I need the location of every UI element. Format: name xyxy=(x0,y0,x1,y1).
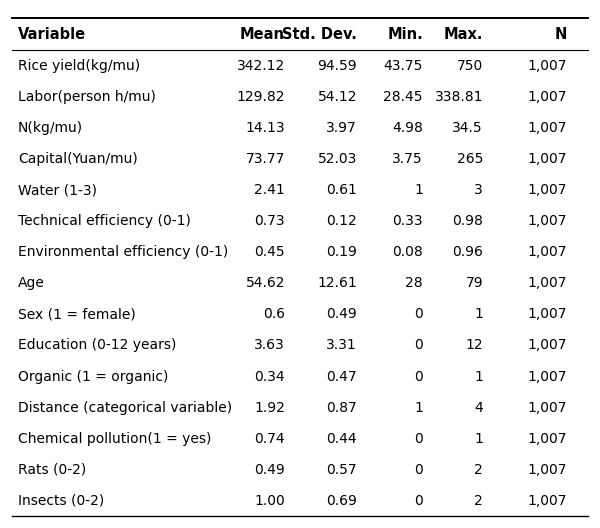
Text: 3: 3 xyxy=(474,183,483,197)
Text: 129.82: 129.82 xyxy=(236,90,285,104)
Text: 342.12: 342.12 xyxy=(237,59,285,73)
Text: Labor(person h/mu): Labor(person h/mu) xyxy=(18,90,156,104)
Text: 0: 0 xyxy=(414,370,423,383)
Text: Insects (0-2): Insects (0-2) xyxy=(18,494,104,508)
Text: 73.77: 73.77 xyxy=(245,152,285,166)
Text: 1,007: 1,007 xyxy=(527,432,567,446)
Text: 0.57: 0.57 xyxy=(326,463,357,477)
Text: 1,007: 1,007 xyxy=(527,401,567,414)
Text: 1.92: 1.92 xyxy=(254,401,285,414)
Text: 14.13: 14.13 xyxy=(245,121,285,135)
Text: 1,007: 1,007 xyxy=(527,276,567,290)
Text: 1,007: 1,007 xyxy=(527,152,567,166)
Text: 0.08: 0.08 xyxy=(392,245,423,259)
Text: 28: 28 xyxy=(406,276,423,290)
Text: Chemical pollution(1 = yes): Chemical pollution(1 = yes) xyxy=(18,432,211,446)
Text: Water (1-3): Water (1-3) xyxy=(18,183,97,197)
Text: 0.98: 0.98 xyxy=(452,214,483,228)
Text: Distance (categorical variable): Distance (categorical variable) xyxy=(18,401,232,414)
Text: 1,007: 1,007 xyxy=(527,463,567,477)
Text: 3.31: 3.31 xyxy=(326,338,357,352)
Text: 79: 79 xyxy=(466,276,483,290)
Text: Min.: Min. xyxy=(387,27,423,42)
Text: Sex (1 = female): Sex (1 = female) xyxy=(18,307,136,322)
Text: 3.63: 3.63 xyxy=(254,338,285,352)
Text: 54.62: 54.62 xyxy=(245,276,285,290)
Text: 1,007: 1,007 xyxy=(527,338,567,352)
Text: 0: 0 xyxy=(414,338,423,352)
Text: 0.74: 0.74 xyxy=(254,432,285,446)
Text: Mean: Mean xyxy=(240,27,285,42)
Text: 0.45: 0.45 xyxy=(254,245,285,259)
Text: 1: 1 xyxy=(474,307,483,322)
Text: 12.61: 12.61 xyxy=(317,276,357,290)
Text: 0.49: 0.49 xyxy=(254,463,285,477)
Text: 43.75: 43.75 xyxy=(383,59,423,73)
Text: 52.03: 52.03 xyxy=(317,152,357,166)
Text: Organic (1 = organic): Organic (1 = organic) xyxy=(18,370,169,383)
Text: Rats (0-2): Rats (0-2) xyxy=(18,463,86,477)
Text: 0: 0 xyxy=(414,463,423,477)
Text: N(kg/mu): N(kg/mu) xyxy=(18,121,83,135)
Text: Rice yield(kg/mu): Rice yield(kg/mu) xyxy=(18,59,140,73)
Text: 1: 1 xyxy=(474,370,483,383)
Text: 0.73: 0.73 xyxy=(254,214,285,228)
Text: 1,007: 1,007 xyxy=(527,214,567,228)
Text: 0.6: 0.6 xyxy=(263,307,285,322)
Text: Capital(Yuan/mu): Capital(Yuan/mu) xyxy=(18,152,138,166)
Text: 1,007: 1,007 xyxy=(527,245,567,259)
Text: 0: 0 xyxy=(414,307,423,322)
Text: 2: 2 xyxy=(474,463,483,477)
Text: 28.45: 28.45 xyxy=(383,90,423,104)
Text: 0.19: 0.19 xyxy=(326,245,357,259)
Text: 0.96: 0.96 xyxy=(452,245,483,259)
Text: 1,007: 1,007 xyxy=(527,90,567,104)
Text: 0: 0 xyxy=(414,432,423,446)
Text: 4: 4 xyxy=(474,401,483,414)
Text: Technical efficiency (0-1): Technical efficiency (0-1) xyxy=(18,214,191,228)
Text: Variable: Variable xyxy=(18,27,86,42)
Text: 0.49: 0.49 xyxy=(326,307,357,322)
Text: 1,007: 1,007 xyxy=(527,370,567,383)
Text: 3.75: 3.75 xyxy=(392,152,423,166)
Text: Max.: Max. xyxy=(443,27,483,42)
Text: 3.97: 3.97 xyxy=(326,121,357,135)
Text: 750: 750 xyxy=(457,59,483,73)
Text: Education (0-12 years): Education (0-12 years) xyxy=(18,338,176,352)
Text: 0.33: 0.33 xyxy=(392,214,423,228)
Text: 94.59: 94.59 xyxy=(317,59,357,73)
Text: Std. Dev.: Std. Dev. xyxy=(282,27,357,42)
Text: 54.12: 54.12 xyxy=(317,90,357,104)
Text: Environmental efficiency (0-1): Environmental efficiency (0-1) xyxy=(18,245,228,259)
Text: 0.44: 0.44 xyxy=(326,432,357,446)
Text: 1.00: 1.00 xyxy=(254,494,285,508)
Text: 1,007: 1,007 xyxy=(527,121,567,135)
Text: 0.87: 0.87 xyxy=(326,401,357,414)
Text: 2: 2 xyxy=(474,494,483,508)
Text: 34.5: 34.5 xyxy=(452,121,483,135)
Text: 1: 1 xyxy=(474,432,483,446)
Text: 12: 12 xyxy=(466,338,483,352)
Text: 1,007: 1,007 xyxy=(527,307,567,322)
Text: 1,007: 1,007 xyxy=(527,59,567,73)
Text: 0: 0 xyxy=(414,494,423,508)
Text: 0.69: 0.69 xyxy=(326,494,357,508)
Text: 0.47: 0.47 xyxy=(326,370,357,383)
Text: 1,007: 1,007 xyxy=(527,494,567,508)
Text: 0.12: 0.12 xyxy=(326,214,357,228)
Text: 4.98: 4.98 xyxy=(392,121,423,135)
Text: 0.34: 0.34 xyxy=(254,370,285,383)
Text: 1: 1 xyxy=(414,401,423,414)
Text: 1,007: 1,007 xyxy=(527,183,567,197)
Text: 265: 265 xyxy=(457,152,483,166)
Text: Age: Age xyxy=(18,276,45,290)
Text: 2.41: 2.41 xyxy=(254,183,285,197)
Text: 338.81: 338.81 xyxy=(434,90,483,104)
Text: N: N xyxy=(554,27,567,42)
Text: 0.61: 0.61 xyxy=(326,183,357,197)
Text: 1: 1 xyxy=(414,183,423,197)
